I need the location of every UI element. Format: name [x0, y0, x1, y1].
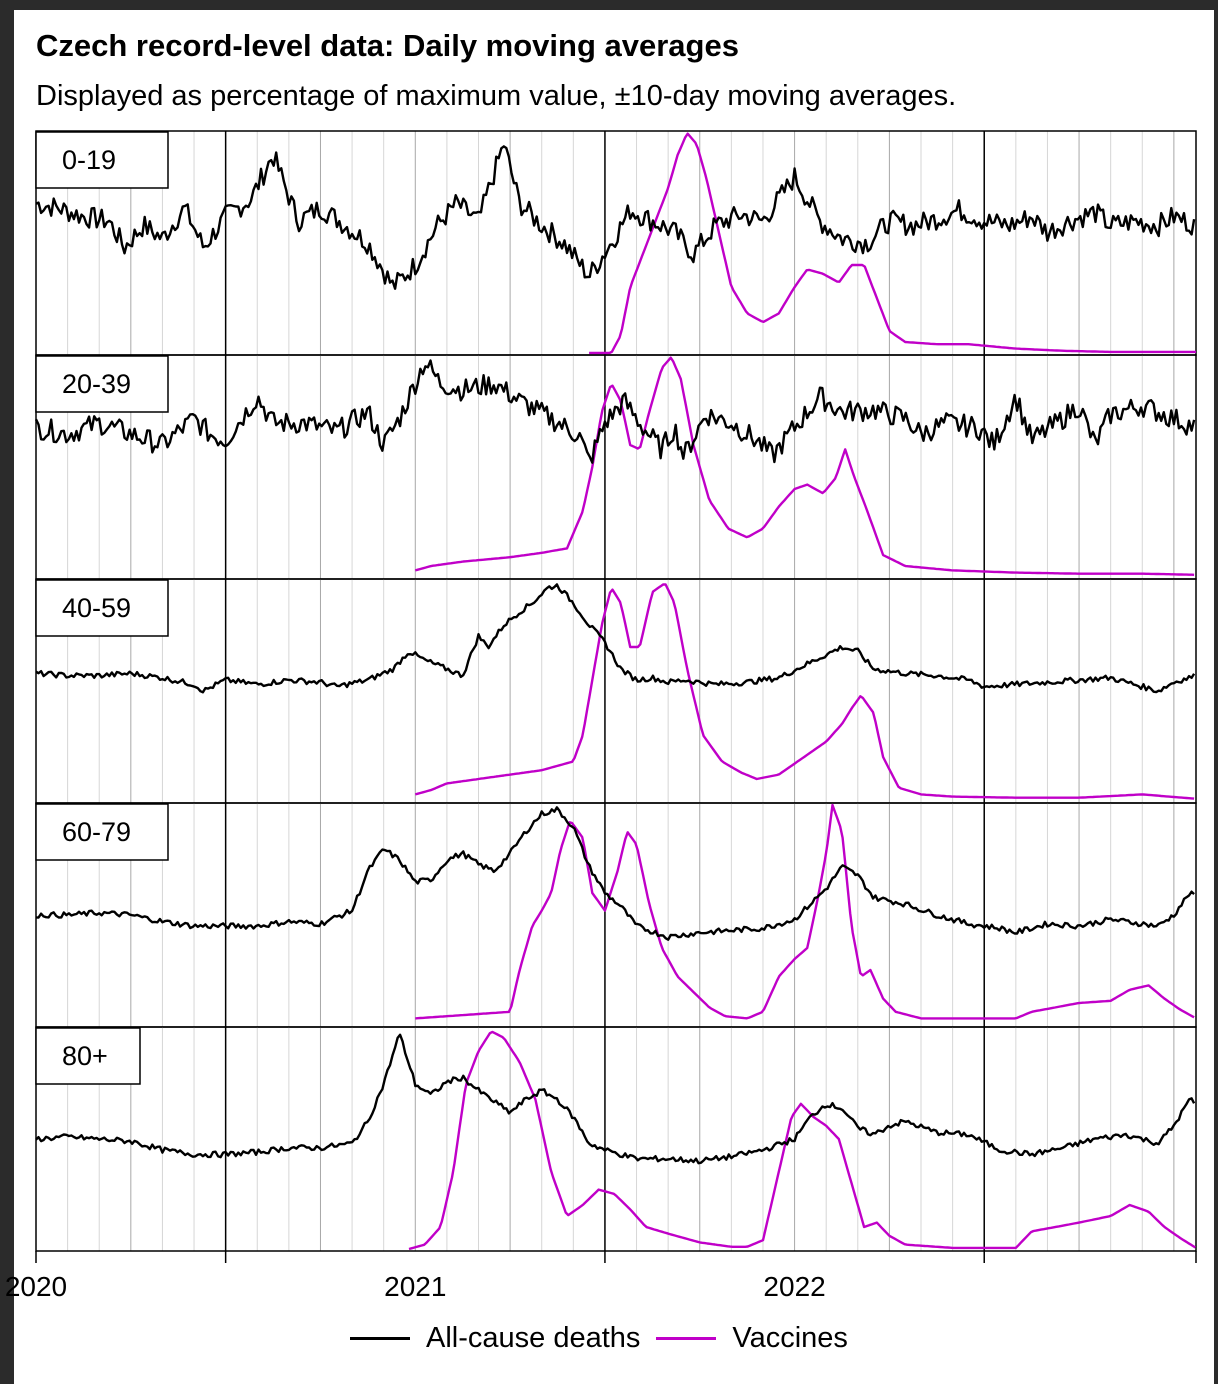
legend-swatch-vaccines	[656, 1336, 717, 1340]
panel-label-box	[35, 1027, 141, 1085]
series-vaccines-0-19	[589, 132, 1196, 355]
legend: All-cause deaths Vaccines	[350, 1318, 864, 1358]
legend-label-vaccines: Vaccines	[732, 1321, 848, 1354]
panel-frame	[35, 1026, 1197, 1252]
panel-label: 20-39	[62, 369, 131, 399]
series-deaths-60-79	[35, 806, 1195, 941]
panel-frame	[35, 578, 1197, 804]
series-deaths-40-59	[35, 583, 1196, 694]
panel-frame	[35, 802, 1197, 1028]
series-deaths-80+	[35, 1033, 1196, 1165]
panel-label-box	[35, 579, 169, 637]
x-tick-label: 2022	[763, 1271, 825, 1302]
x-tick-label: 2021	[384, 1271, 446, 1302]
panel-label: 40-59	[62, 593, 131, 623]
series-vaccines-40-59	[414, 583, 1195, 800]
series-deaths-20-39	[34, 359, 1196, 464]
chart-subtitle: Displayed as percentage of maximum value…	[36, 80, 957, 112]
legend-label-deaths: All-cause deaths	[426, 1321, 641, 1354]
chart-card	[14, 10, 1214, 1384]
chart-title: Czech record-level data: Daily moving av…	[36, 28, 739, 63]
legend-swatch-deaths	[350, 1336, 410, 1340]
series-vaccines-20-39	[414, 356, 1195, 576]
panel-label-box	[35, 131, 169, 189]
x-tick-label: 2020	[5, 1271, 67, 1302]
panel-label: 60-79	[62, 817, 131, 847]
panel-label-box	[35, 355, 169, 413]
series-vaccines-60-79	[415, 803, 1195, 1020]
panel-frame	[35, 354, 1197, 580]
panel-label: 0-19	[62, 145, 116, 175]
panel-label: 80+	[62, 1041, 108, 1071]
series-vaccines-80+	[408, 1030, 1197, 1251]
series-deaths-0-19	[35, 145, 1196, 290]
panel-label-box	[35, 803, 169, 861]
